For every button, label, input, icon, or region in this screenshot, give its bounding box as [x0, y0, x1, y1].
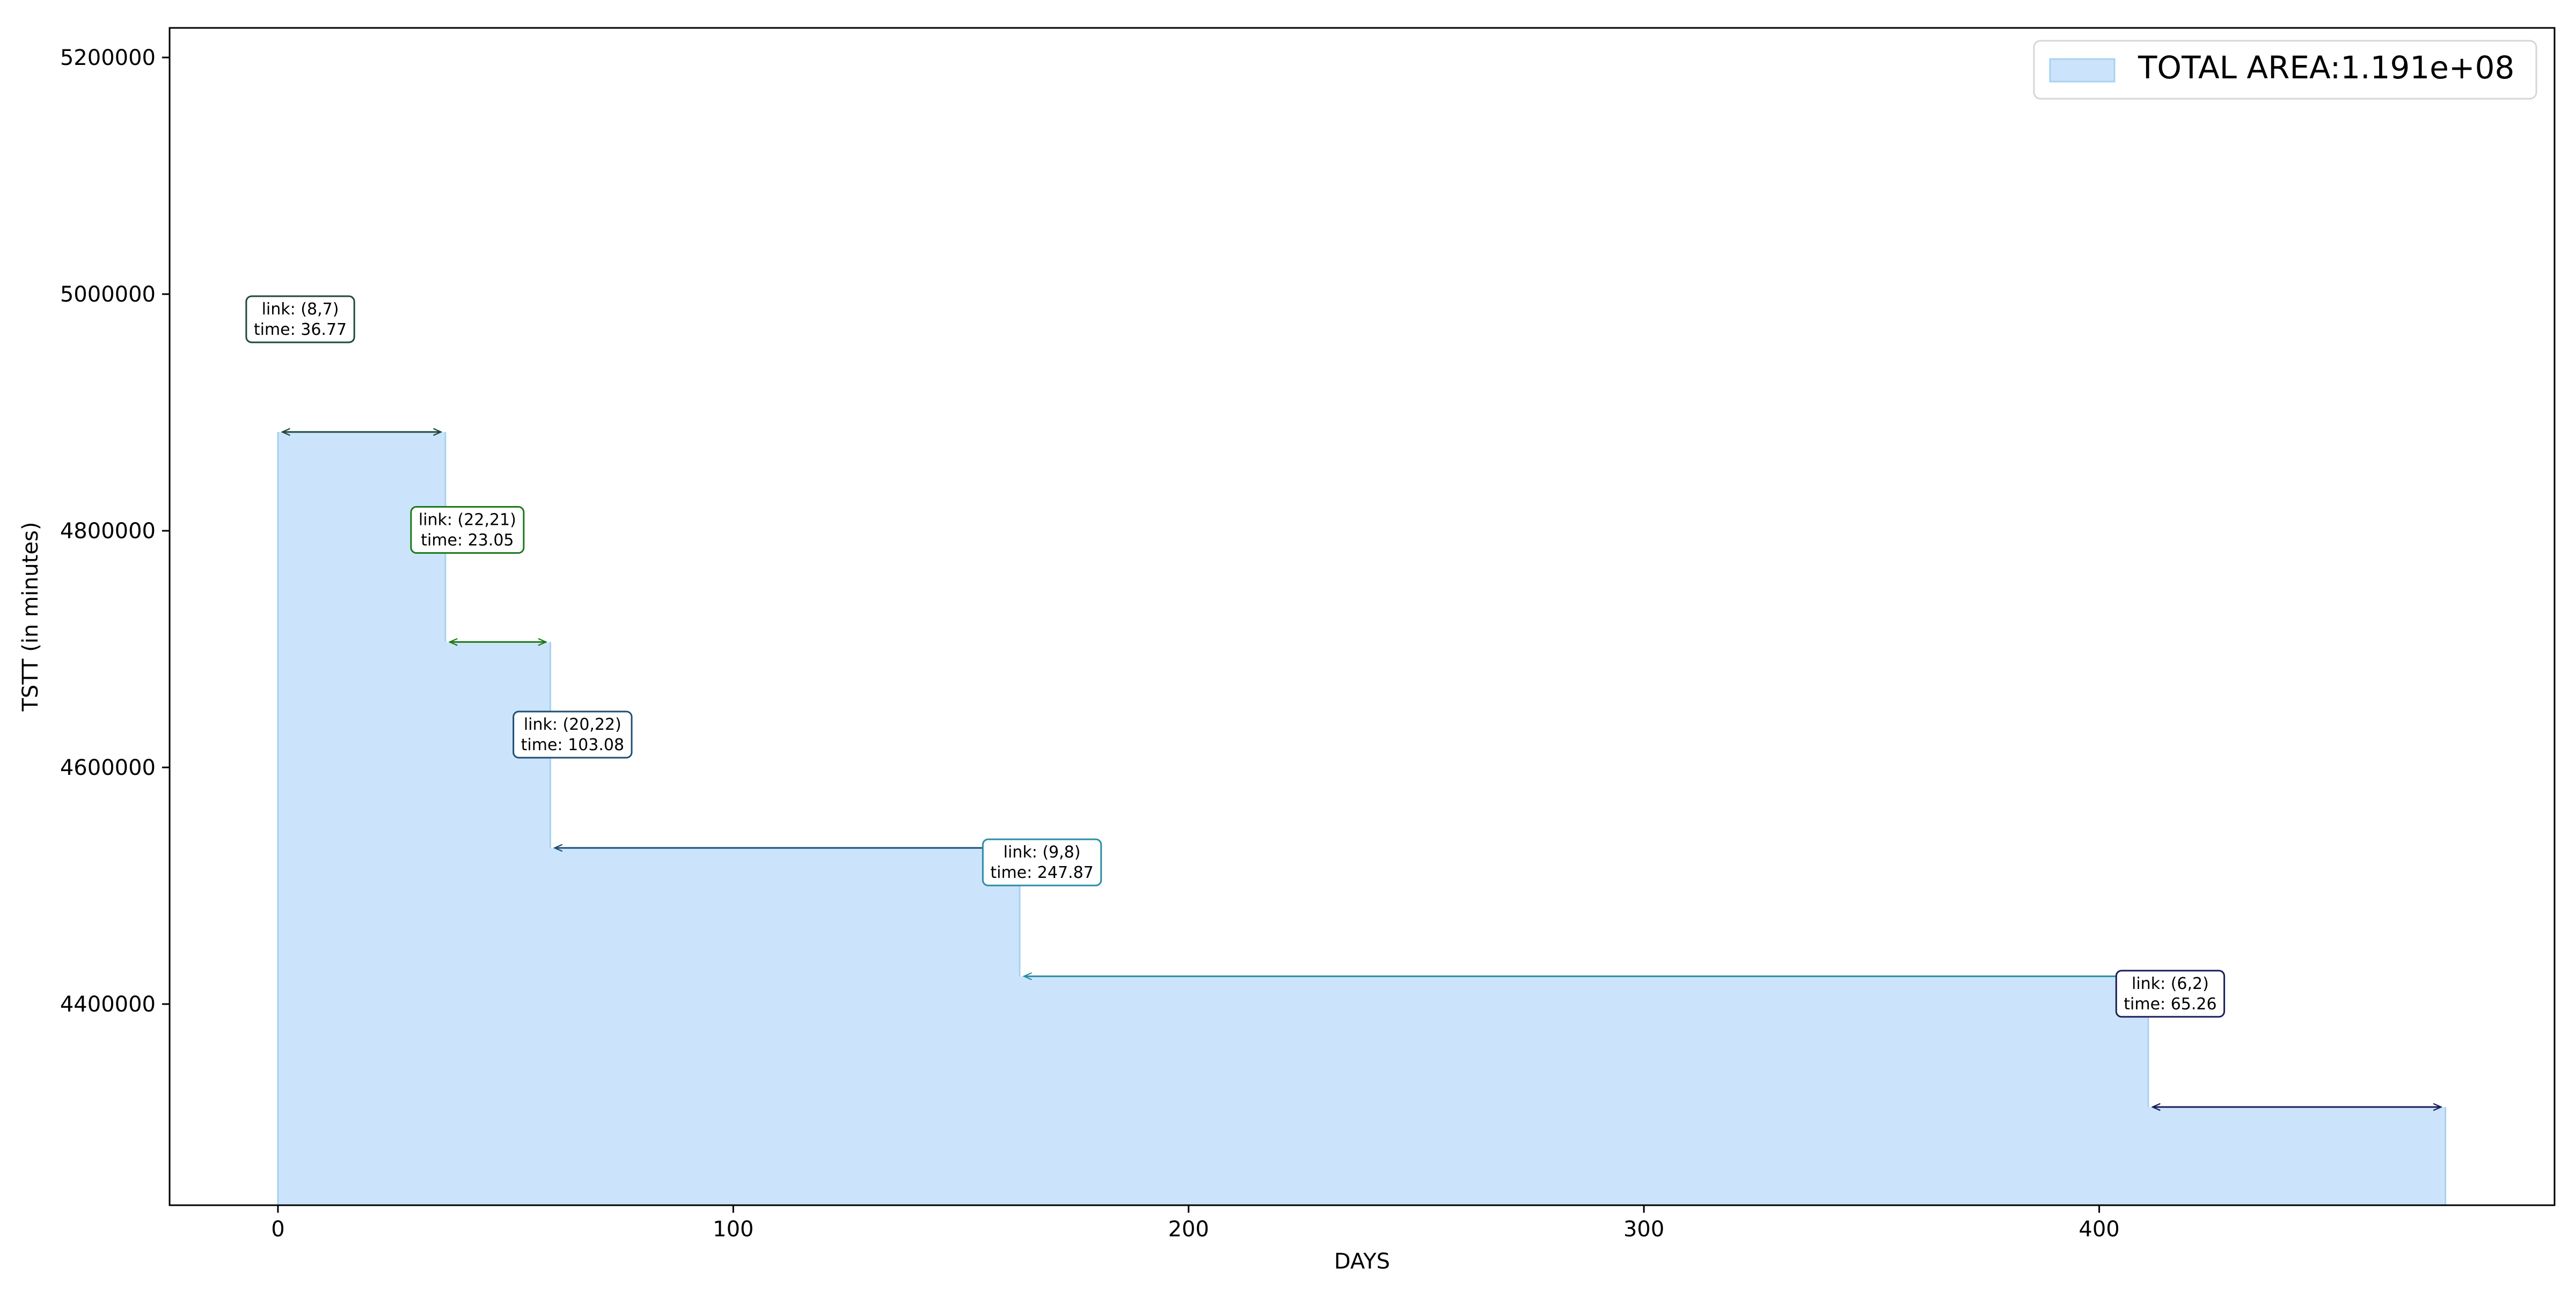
- annotation-link-label: link: (9,8): [1004, 843, 1081, 862]
- x-tick-label: 300: [1623, 1217, 1664, 1242]
- x-tick-label: 100: [713, 1217, 753, 1242]
- annotation-box: link: (8,7)time: 36.77: [245, 295, 355, 343]
- annotation-link-label: link: (8,7): [262, 300, 339, 319]
- y-tick-label: 4800000: [60, 519, 156, 544]
- annotation-time-label: time: 36.77: [254, 320, 347, 339]
- annotation-link-label: link: (22,21): [419, 511, 516, 530]
- area-fill: [277, 432, 2446, 1205]
- x-tick-label: 400: [2079, 1217, 2119, 1242]
- annotation-time-label: time: 23.05: [421, 531, 514, 550]
- annotation-box: link: (9,8)time: 247.87: [982, 838, 1102, 886]
- y-axis-label: TSTT (in minutes): [18, 522, 43, 712]
- y-tick-label: 4400000: [60, 992, 156, 1017]
- legend-swatch: [2049, 58, 2116, 83]
- annotation-box: link: (6,2) time: 65.26: [2115, 970, 2226, 1018]
- annotation-box-frame: [513, 710, 633, 759]
- annotation-link-label: link: (6,2): [2132, 974, 2209, 993]
- legend-frame: [2033, 40, 2537, 100]
- annotation-time-label: time: 65.26: [2124, 995, 2216, 1014]
- annotation-box: link: (20,22) time: 103.08: [513, 710, 633, 759]
- y-tick-label: 5000000: [60, 282, 156, 307]
- y-tick-label: 4600000: [60, 756, 156, 780]
- annotation-box: link: (22,21)time: 23.05: [410, 506, 525, 554]
- legend: TOTAL AREA:1.191e+08: [2033, 40, 2537, 100]
- x-axis-label: DAYS: [1334, 1249, 1390, 1274]
- annotation-box-frame: [245, 295, 355, 343]
- annotation-time-label: time: 103.08: [521, 736, 624, 754]
- axis-ticks: 0 100 200 300 400 4400000 4600000 4800000 500000…: [60, 46, 2120, 1242]
- annotation-box-frame: [982, 838, 1102, 886]
- y-tick-label: 5200000: [60, 46, 156, 70]
- annotation-time-label: time: 247.87: [990, 863, 1093, 882]
- annotation-box-frame: [410, 506, 525, 554]
- annotation-link-label: link: (20,22): [524, 715, 621, 734]
- axes-frame: [169, 27, 2556, 1206]
- legend-label: TOTAL AREA:1.191e+08: [2138, 49, 2514, 86]
- x-tick-label: 200: [1168, 1217, 1209, 1242]
- annotation-box-frame: [2115, 970, 2226, 1018]
- x-tick-label: 0: [271, 1217, 284, 1242]
